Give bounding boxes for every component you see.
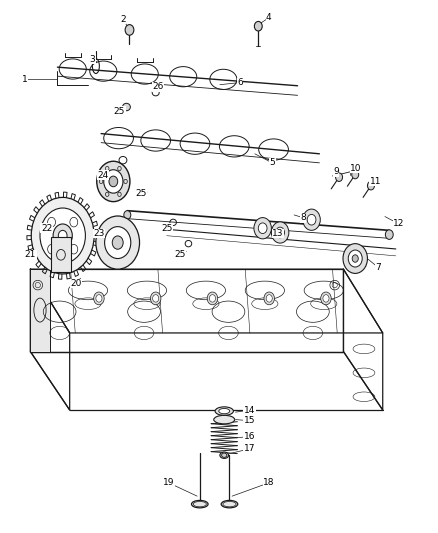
- Circle shape: [272, 222, 289, 243]
- Text: 2: 2: [120, 15, 126, 24]
- Circle shape: [94, 292, 104, 305]
- Circle shape: [367, 181, 374, 190]
- Circle shape: [53, 224, 72, 247]
- Circle shape: [125, 25, 134, 35]
- Text: 25: 25: [161, 224, 172, 233]
- Text: 25: 25: [174, 251, 185, 260]
- Ellipse shape: [221, 500, 238, 508]
- Text: 17: 17: [244, 445, 255, 454]
- Circle shape: [266, 295, 272, 302]
- Text: 18: 18: [263, 478, 275, 487]
- Circle shape: [323, 295, 329, 302]
- Text: 9: 9: [333, 167, 339, 176]
- Circle shape: [209, 295, 215, 302]
- Circle shape: [264, 292, 275, 305]
- Ellipse shape: [220, 452, 229, 458]
- Circle shape: [150, 292, 161, 305]
- Text: 21: 21: [25, 251, 36, 260]
- Text: 23: 23: [93, 229, 105, 238]
- Circle shape: [352, 255, 358, 262]
- Text: 15: 15: [244, 416, 255, 425]
- Circle shape: [124, 211, 131, 219]
- Text: 20: 20: [70, 279, 81, 288]
- Text: 14: 14: [244, 406, 255, 415]
- Text: 1: 1: [22, 75, 28, 84]
- Circle shape: [152, 295, 159, 302]
- Circle shape: [207, 292, 218, 305]
- Circle shape: [96, 295, 102, 302]
- Circle shape: [58, 230, 67, 241]
- Text: 4: 4: [266, 13, 272, 22]
- Circle shape: [303, 209, 320, 230]
- Circle shape: [254, 21, 262, 31]
- Text: 8: 8: [300, 213, 306, 222]
- Circle shape: [97, 161, 130, 201]
- Circle shape: [254, 217, 272, 239]
- Text: 10: 10: [350, 164, 362, 173]
- Circle shape: [352, 170, 359, 179]
- Bar: [30, 269, 50, 352]
- Circle shape: [336, 173, 343, 181]
- Circle shape: [276, 227, 285, 238]
- Circle shape: [343, 244, 367, 273]
- Bar: [51, 237, 71, 272]
- Circle shape: [321, 292, 331, 305]
- Circle shape: [385, 230, 393, 239]
- Circle shape: [96, 216, 140, 269]
- Text: 25: 25: [114, 107, 125, 116]
- Circle shape: [104, 169, 123, 193]
- Circle shape: [307, 214, 316, 225]
- Ellipse shape: [191, 500, 208, 508]
- Text: 6: 6: [237, 78, 243, 87]
- Ellipse shape: [214, 415, 235, 424]
- Circle shape: [112, 236, 123, 249]
- Ellipse shape: [215, 407, 233, 415]
- Text: 16: 16: [244, 432, 255, 441]
- Text: 24: 24: [98, 171, 109, 180]
- Text: 12: 12: [393, 220, 405, 229]
- Text: 19: 19: [163, 478, 174, 487]
- Circle shape: [109, 176, 118, 187]
- Text: 25: 25: [136, 189, 147, 198]
- Text: 22: 22: [41, 224, 52, 233]
- Text: 26: 26: [152, 82, 163, 91]
- Text: 13: 13: [272, 229, 284, 238]
- Circle shape: [348, 250, 362, 267]
- Circle shape: [40, 208, 85, 263]
- Text: 7: 7: [375, 263, 381, 272]
- Ellipse shape: [123, 103, 131, 111]
- Text: 11: 11: [370, 177, 381, 186]
- Ellipse shape: [219, 408, 230, 414]
- Circle shape: [31, 197, 94, 274]
- Text: 3: 3: [89, 55, 95, 63]
- Circle shape: [258, 223, 267, 233]
- Text: 5: 5: [269, 158, 275, 167]
- Circle shape: [105, 227, 131, 259]
